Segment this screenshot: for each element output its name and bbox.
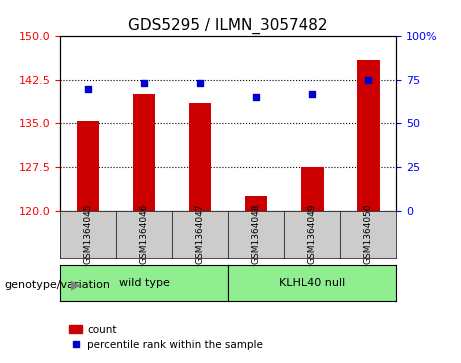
Point bbox=[196, 81, 204, 86]
Text: GSM1364050: GSM1364050 bbox=[364, 204, 373, 265]
Text: ▶: ▶ bbox=[71, 278, 81, 291]
Bar bbox=[357, 60, 379, 211]
Point bbox=[84, 86, 92, 91]
Text: KLHL40 null: KLHL40 null bbox=[279, 278, 345, 288]
Bar bbox=[77, 121, 99, 211]
Text: GSM1364046: GSM1364046 bbox=[140, 204, 148, 264]
Point bbox=[309, 91, 316, 97]
Title: GDS5295 / ILMN_3057482: GDS5295 / ILMN_3057482 bbox=[129, 17, 328, 33]
Text: wild type: wild type bbox=[118, 278, 170, 288]
Text: GSM1364049: GSM1364049 bbox=[308, 204, 317, 264]
Text: GSM1364048: GSM1364048 bbox=[252, 204, 261, 264]
Text: genotype/variation: genotype/variation bbox=[5, 280, 111, 290]
Point bbox=[253, 94, 260, 100]
Point bbox=[140, 81, 148, 86]
Text: GSM1364047: GSM1364047 bbox=[195, 204, 205, 264]
Bar bbox=[189, 103, 211, 211]
Point bbox=[365, 77, 372, 83]
Bar bbox=[245, 196, 267, 211]
Text: GSM1364045: GSM1364045 bbox=[83, 204, 93, 264]
Bar bbox=[133, 94, 155, 211]
Bar bbox=[301, 167, 324, 211]
Legend: count, percentile rank within the sample: count, percentile rank within the sample bbox=[65, 321, 267, 354]
